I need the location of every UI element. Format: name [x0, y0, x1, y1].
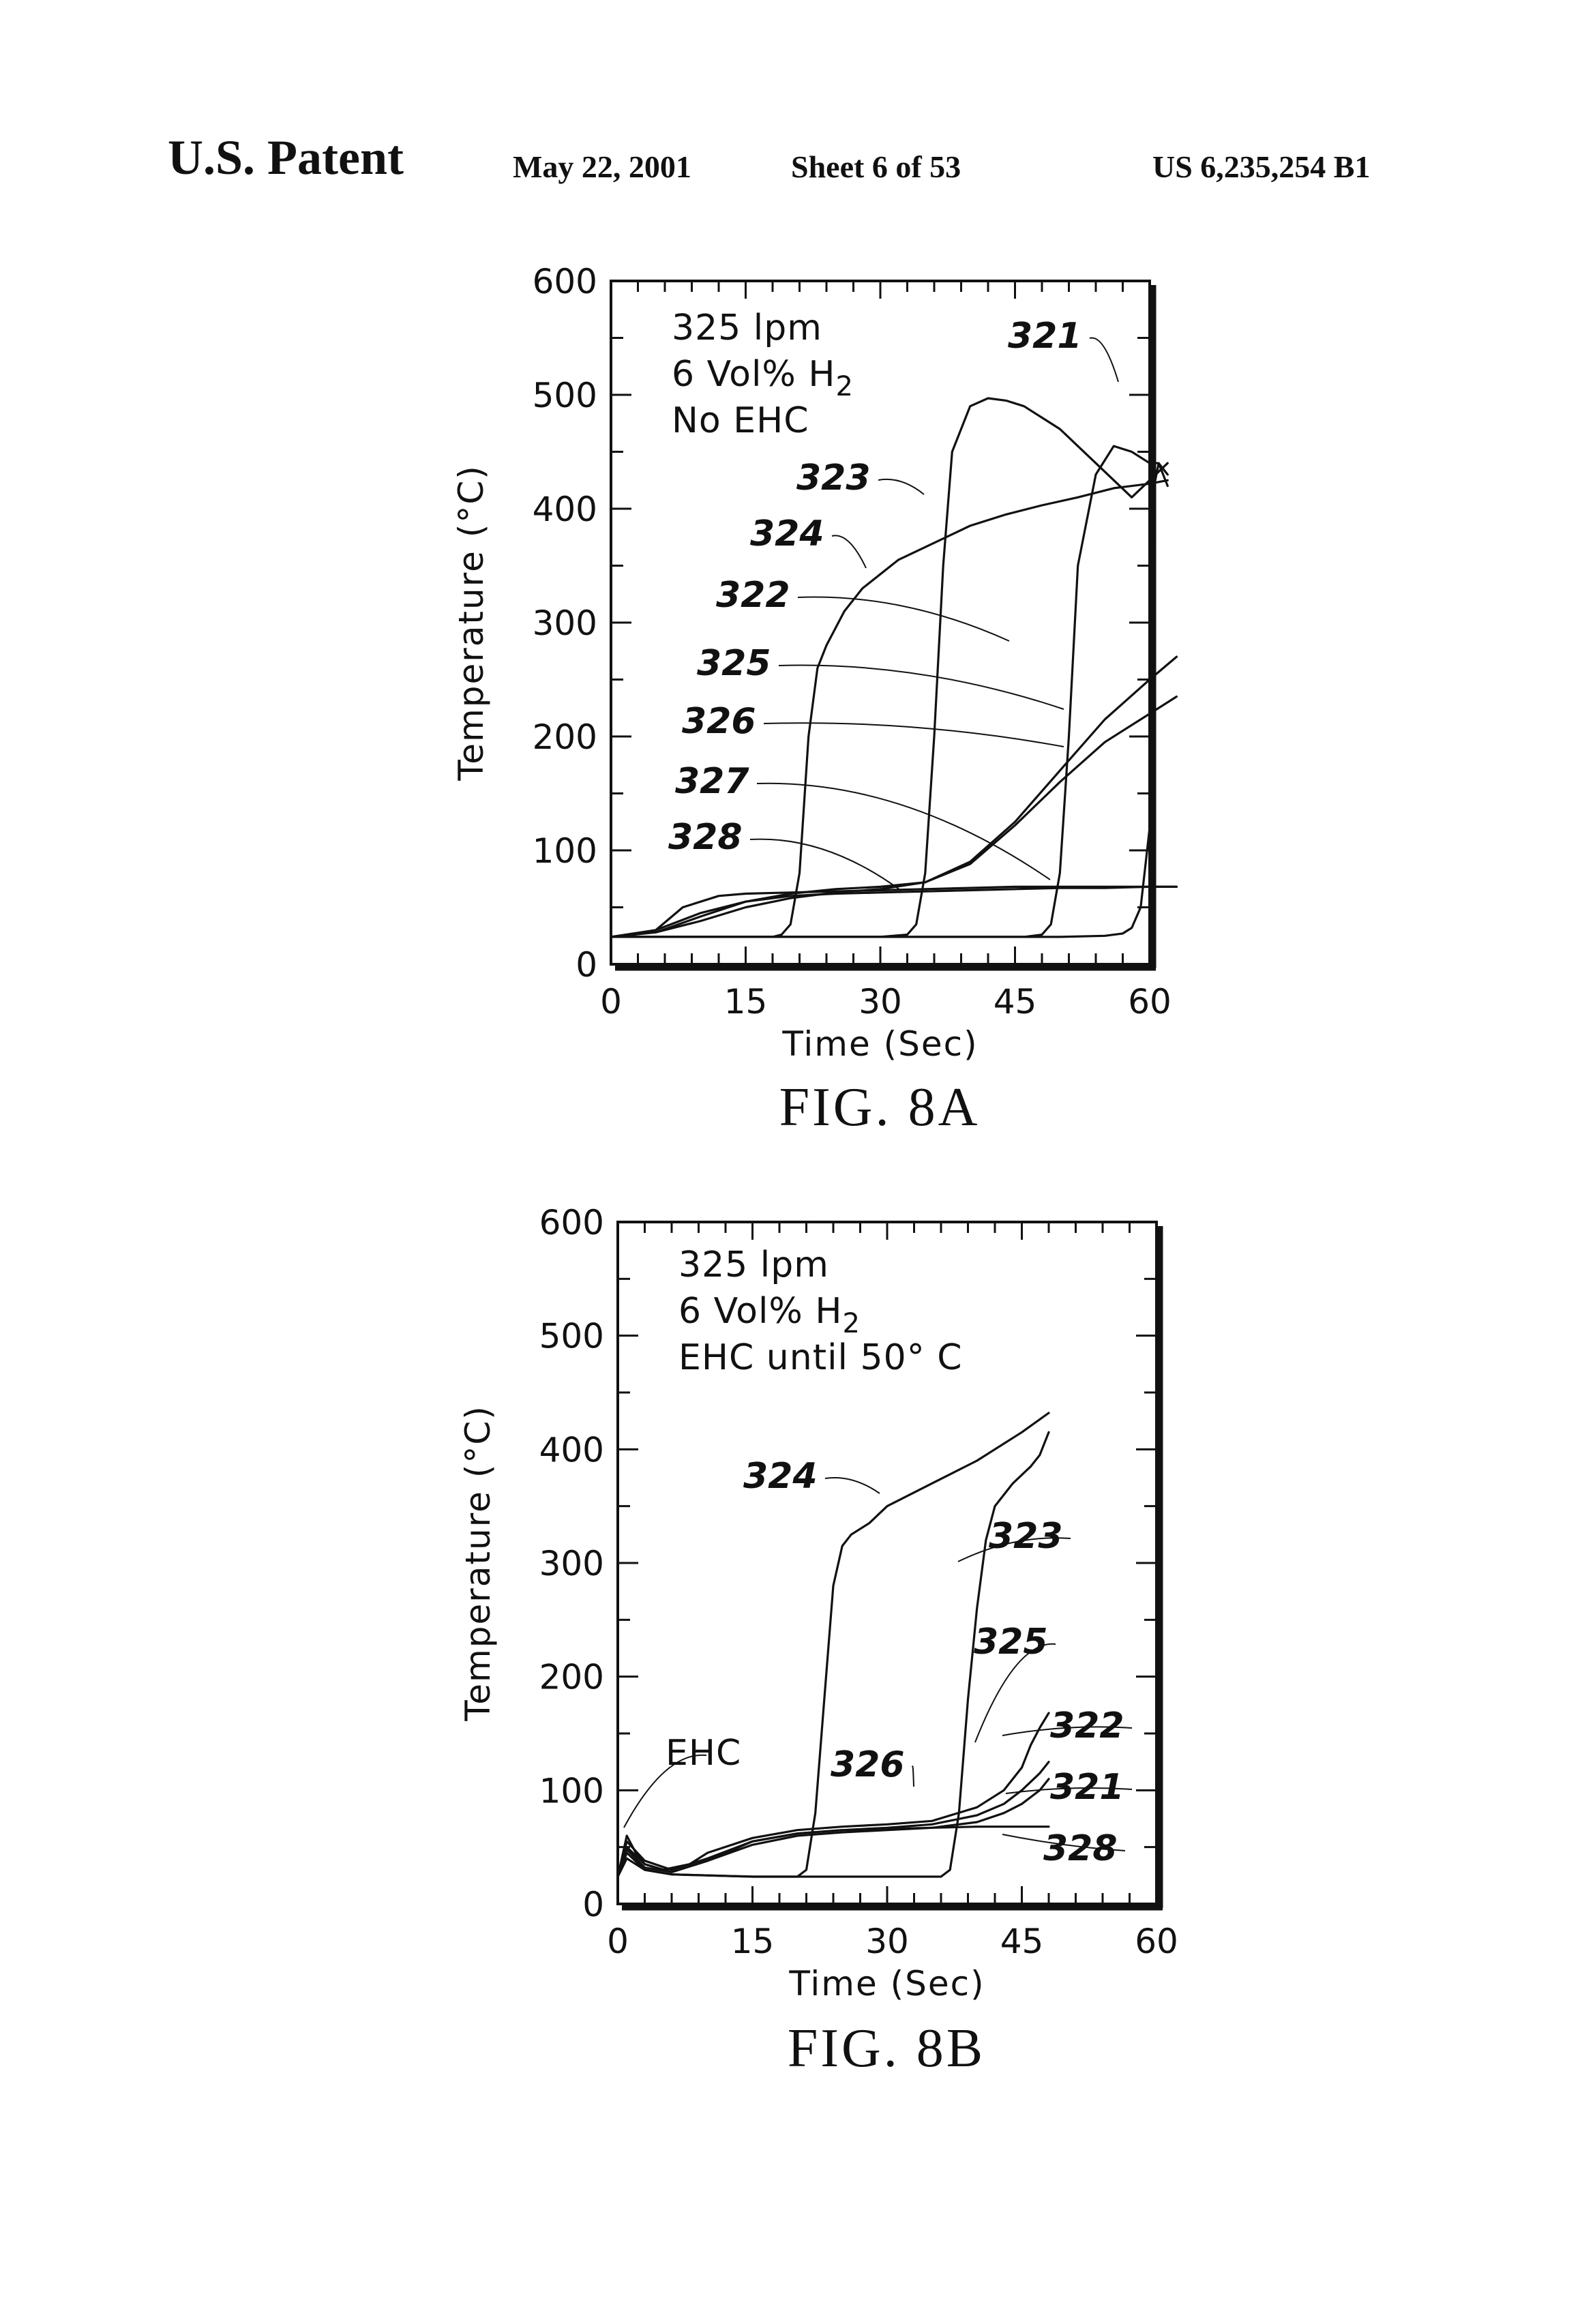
x-tick-label: 15	[731, 1922, 775, 1961]
curve-label-323: 323	[796, 458, 871, 498]
curve-label-322: 322	[716, 575, 790, 616]
curve-label-326: 326	[831, 1744, 905, 1785]
leader-line-326	[912, 1766, 914, 1787]
leader-line-325	[779, 666, 1064, 709]
chart-fig-8b: 0153045600100200300400500600Time (Sec)Te…	[458, 1203, 1178, 2079]
leader-line-328	[750, 839, 900, 890]
y-tick-label: 100	[539, 1771, 604, 1811]
condition-note: 325 lpm	[678, 1245, 829, 1285]
condition-note: 6 Vol% H2	[672, 354, 854, 402]
y-tick-label: 400	[533, 490, 597, 529]
x-tick-label: 30	[859, 982, 902, 1022]
curve-label-325: 325	[974, 1622, 1048, 1663]
curve-label-328: 328	[668, 817, 743, 858]
x-tick-label: 30	[865, 1922, 909, 1961]
curve-label-324: 324	[750, 513, 824, 554]
series-line-328	[611, 887, 1177, 937]
curve-label-322: 322	[1050, 1705, 1124, 1746]
y-tick-label: 300	[533, 604, 597, 643]
leader-line-323	[878, 479, 924, 494]
x-axis-label: Time (Sec)	[788, 1964, 985, 2003]
curve-label-321: 321	[1050, 1767, 1124, 1808]
leader-line-322	[798, 597, 1009, 641]
x-axis-label: Time (Sec)	[781, 1024, 978, 1064]
y-axis-label: Temperature (°C)	[451, 464, 491, 781]
x-tick-label: 60	[1128, 982, 1171, 1022]
y-tick-label: 200	[539, 1658, 604, 1697]
condition-note: No EHC	[672, 400, 809, 441]
figure-caption: FIG. 8A	[779, 1077, 981, 1137]
curve-label-324: 324	[743, 1456, 818, 1497]
x-tick-label: 60	[1135, 1922, 1178, 1961]
y-tick-label: 500	[533, 376, 597, 415]
y-tick-label: 100	[533, 831, 597, 871]
figure-caption: FIG. 8B	[788, 2018, 985, 2079]
y-tick-label: 400	[539, 1430, 604, 1470]
leader-line-324	[832, 535, 866, 568]
curve-label-326: 326	[682, 701, 756, 742]
y-tick-label: 600	[539, 1203, 604, 1242]
y-tick-label: 600	[533, 262, 597, 301]
curve-label-327: 327	[675, 761, 749, 802]
curve-label-323: 323	[989, 1516, 1063, 1557]
curve-label-ehc: EHC	[666, 1733, 741, 1774]
curve-label-325: 325	[697, 643, 771, 684]
series-line-322	[611, 446, 1167, 937]
y-axis-label: Temperature (°C)	[458, 1405, 498, 1722]
x-tick-label: 0	[607, 1922, 629, 1961]
condition-note: 325 lpm	[672, 308, 822, 348]
y-tick-label: 200	[533, 717, 597, 757]
y-tick-label: 0	[576, 945, 597, 985]
x-tick-label: 45	[1000, 1922, 1044, 1961]
y-tick-label: 500	[539, 1317, 604, 1356]
curve-label-321: 321	[1008, 316, 1082, 357]
leader-line-324	[825, 1478, 880, 1493]
series-line-327	[611, 887, 1177, 937]
leader-line-321	[1090, 338, 1118, 382]
y-tick-label: 300	[539, 1544, 604, 1583]
y-tick-label: 0	[582, 1885, 604, 1924]
x-tick-label: 0	[600, 982, 622, 1022]
x-tick-label: 15	[724, 982, 768, 1022]
condition-note: 6 Vol% H2	[678, 1291, 861, 1339]
chart-fig-8a: 0153045600100200300400500600Time (Sec)Te…	[451, 262, 1177, 1137]
x-tick-label: 45	[994, 982, 1037, 1022]
series-line-328	[618, 1827, 1049, 1877]
condition-note: EHC until 50° C	[678, 1337, 963, 1378]
